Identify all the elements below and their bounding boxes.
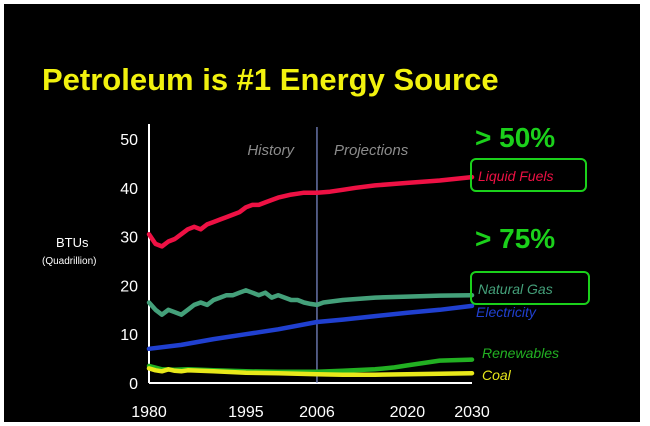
series-label-liquid-fuels: Liquid Fuels [478,168,554,184]
slide: Petroleum is #1 Energy Source 0 10 20 30 40 5… [4,4,640,422]
x-tick-label: 1995 [228,404,264,421]
liquid-fuels-box [470,158,587,192]
y-tick-label: 10 [120,327,138,344]
projections-label: Projections [334,142,409,159]
x-tick-label: 2006 [299,404,335,421]
y-tick-label: 20 [120,278,138,295]
slide-title: Petroleum is #1 Energy Source [42,62,499,97]
series-label-electricity: Electricity [476,304,537,320]
history-label: History [247,142,295,159]
y-axis-label: BTUs [56,235,89,250]
liquid-share-annotation: > 50% [475,122,555,153]
series-label-natural-gas: Natural Gas [478,281,553,297]
series-line-coal [146,366,475,377]
y-tick-label: 50 [120,132,138,149]
series-line-electricity [146,303,475,352]
series-line-natural-gas [146,288,475,317]
series-line-liquid-fuels [146,174,475,249]
x-tick-label: 2020 [390,404,426,421]
natural-gas-box [470,271,590,305]
y-tick-label: 40 [120,181,138,198]
y-tick-label: 30 [120,230,138,247]
x-tick-label: 1980 [131,404,167,421]
y-axis-sublabel: (Quadrillion) [42,256,96,267]
y-tick-label: 0 [129,376,138,393]
x-tick-label: 2030 [454,404,490,421]
gas-share-annotation: > 75% [475,223,555,254]
series-label-coal: Coal [482,367,512,383]
series-label-renewables: Renewables [482,345,559,361]
